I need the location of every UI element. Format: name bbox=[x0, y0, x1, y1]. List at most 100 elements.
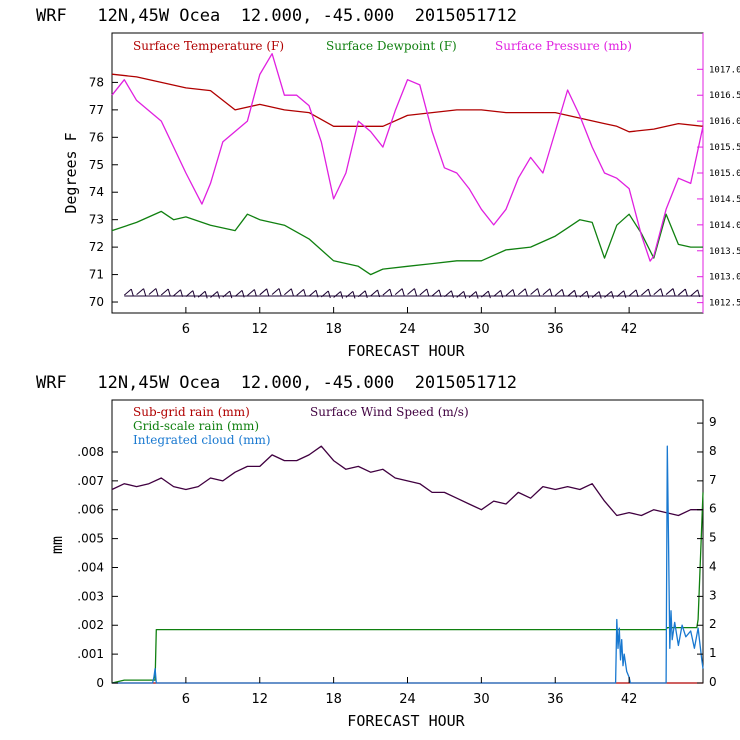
y2-tick-label: 1016.0 bbox=[709, 117, 740, 127]
wind-barb bbox=[641, 288, 649, 296]
wind-barb bbox=[542, 288, 551, 296]
legend-surface-pressure: Surface Pressure (mb) bbox=[495, 39, 632, 53]
series-line-surface-wind-speed-m-s bbox=[111, 445, 703, 517]
y2-tick-label: 1015.5 bbox=[709, 143, 740, 153]
legend-surface-wind-speed: Surface Wind Speed (m/s) bbox=[310, 405, 469, 419]
panel1-series bbox=[111, 53, 704, 276]
wind-barb-flag bbox=[414, 288, 417, 296]
legend-subgrid-rain: Sub-grid rain (mm) bbox=[133, 405, 250, 419]
wind-barb bbox=[284, 288, 292, 296]
wind-barb bbox=[690, 289, 699, 297]
wind-barb bbox=[296, 289, 305, 296]
wind-barb-flag bbox=[155, 288, 159, 296]
wind-barb-flag bbox=[487, 290, 491, 299]
wind-barb-flag bbox=[253, 289, 257, 297]
legend-integrated-cloud: Integrated cloud (mm) bbox=[133, 433, 271, 447]
panel1-title: WRF 12N,45W Ocea 12.000, -45.000 2015051… bbox=[36, 6, 517, 26]
wind-barb-flag bbox=[586, 290, 590, 299]
wind-barb-flag bbox=[549, 288, 553, 296]
wind-barb-flag bbox=[672, 288, 676, 296]
wind-barb-flag bbox=[352, 291, 356, 299]
wind-barb-flag bbox=[340, 291, 344, 299]
wind-barb bbox=[370, 289, 378, 297]
x-tick-label: 42 bbox=[621, 692, 638, 707]
x-tick-label: 30 bbox=[473, 322, 490, 337]
wind-barb-flag bbox=[450, 290, 454, 298]
panel1-x-label: FORECAST HOUR bbox=[347, 342, 465, 360]
x-tick-label: 30 bbox=[473, 692, 490, 707]
wind-barb-flag bbox=[684, 288, 688, 297]
wind-barb bbox=[678, 288, 686, 296]
series-line-integrated-cloud-mm bbox=[112, 445, 704, 684]
wind-barb-flag bbox=[611, 291, 614, 299]
series-line-surface-dewpoint-f bbox=[111, 210, 703, 276]
panel2-series bbox=[111, 445, 704, 684]
wind-barb bbox=[431, 289, 440, 297]
y-tick-label: .008 bbox=[77, 445, 104, 459]
wind-barb-flag bbox=[229, 291, 233, 299]
x-tick-label: 18 bbox=[325, 692, 342, 707]
wind-barb bbox=[234, 290, 243, 297]
y-tick-label: .004 bbox=[77, 560, 104, 574]
temperature-pressure-panel: WRF 12N,45W Ocea 12.000, -45.000 2015051… bbox=[36, 6, 740, 360]
y2-tick-label: 2 bbox=[709, 617, 717, 631]
wind-barb-flag bbox=[278, 288, 282, 296]
wind-barb bbox=[148, 288, 157, 295]
x-tick-label: 6 bbox=[182, 692, 190, 707]
wind-barb-flag bbox=[167, 288, 171, 297]
wind-barb-flag bbox=[389, 288, 393, 297]
y2-tick-label: 3 bbox=[709, 588, 717, 602]
wind-barb bbox=[554, 289, 563, 296]
wind-barb bbox=[308, 289, 317, 297]
wind-barb-flag bbox=[647, 288, 651, 297]
legend-surface-temperature: Surface Temperature (F) bbox=[133, 39, 284, 53]
x-tick-label: 24 bbox=[399, 692, 416, 707]
y2-tick-label: 1013.5 bbox=[709, 247, 740, 257]
x-tick-label: 36 bbox=[547, 692, 564, 707]
y-tick-label: 71 bbox=[89, 268, 104, 282]
wind-barb-flag bbox=[192, 290, 196, 298]
wind-barb-flag bbox=[204, 291, 208, 299]
y2-tick-label: 1017.0 bbox=[709, 65, 740, 75]
wind-barb-flag bbox=[217, 291, 220, 299]
panel1-frame bbox=[111, 32, 704, 314]
wind-barb bbox=[493, 289, 502, 297]
wind-barb-flag bbox=[623, 290, 627, 298]
wind-barb-flag bbox=[512, 289, 516, 297]
wind-barb bbox=[382, 288, 391, 296]
panel1-y-ticks: 70 71 72 73 74 75 76 77 78 bbox=[89, 75, 118, 309]
y2-tick-label: 1015.0 bbox=[709, 169, 740, 179]
panel2-y-label: mm bbox=[48, 536, 66, 554]
wind-barb bbox=[160, 288, 169, 296]
wind-barb bbox=[259, 288, 268, 296]
y2-tick-label: 1 bbox=[709, 646, 717, 660]
y-tick-label: 76 bbox=[89, 130, 104, 144]
wind-barb bbox=[530, 288, 538, 295]
x-tick-label: 18 bbox=[325, 322, 342, 337]
wind-barb bbox=[173, 289, 181, 297]
wind-barb bbox=[123, 288, 132, 296]
precipitation-wind-panel: WRF 12N,45W Ocea 12.000, -45.000 2015051… bbox=[36, 373, 717, 730]
y-tick-label: .005 bbox=[77, 532, 104, 546]
y-tick-label: .007 bbox=[77, 474, 104, 488]
wind-barb-flag bbox=[401, 288, 405, 296]
y2-tick-label: 5 bbox=[709, 531, 717, 545]
y2-tick-label: 1014.5 bbox=[709, 195, 740, 205]
y2-tick-label: 9 bbox=[709, 415, 717, 429]
wind-barb bbox=[210, 291, 218, 298]
x-tick-label: 12 bbox=[251, 692, 268, 707]
series-line-surface-pressure-mb bbox=[111, 53, 704, 262]
y2-tick-label: 1016.5 bbox=[709, 91, 740, 101]
x-tick-label: 12 bbox=[251, 322, 268, 337]
wind-barb-flag bbox=[290, 288, 294, 296]
wind-barb bbox=[407, 288, 415, 295]
wind-barb-flag bbox=[561, 289, 565, 297]
wind-barb-flag bbox=[327, 290, 331, 299]
legend-gridscale-rain: Grid-scale rain (mm) bbox=[133, 419, 259, 433]
legend-surface-dewpoint: Surface Dewpoint (F) bbox=[326, 39, 457, 53]
y2-tick-label: 1013.0 bbox=[709, 273, 740, 283]
y-tick-label: 75 bbox=[89, 158, 104, 172]
wind-barb bbox=[653, 288, 662, 295]
x-tick-label: 36 bbox=[547, 322, 564, 337]
y-tick-label: .003 bbox=[77, 589, 104, 603]
